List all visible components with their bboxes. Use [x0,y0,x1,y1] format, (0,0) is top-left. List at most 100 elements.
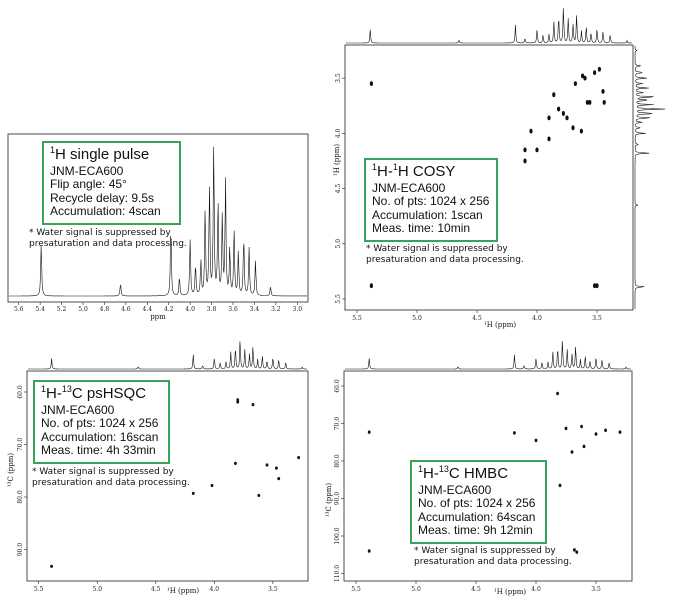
single-pulse-title: 1H single pulse [50,145,150,163]
hmbc-points: No. of pts: 1024 x 256 [418,496,536,511]
panel-single-pulse: 5.6 5.4 5.2 5.0 4.8 4.6 4.4 4.2 4.0 3.8 3.6 3.4 3.2 3… [7,133,309,321]
hsqc-title: 1H-13C psHSQC [41,384,147,402]
cosy-cross-peak [369,283,373,289]
hmbc-y-tick-label: 80.0 [334,454,341,468]
cosy-cross-peak [585,100,590,105]
hmbc-cross-peak [575,550,579,554]
single-pulse-tick-label: 5.0 [78,306,88,313]
cosy-y-tick-label: 4.0 [335,128,342,138]
cosy-x-ticks: 5.5 5.0 4.5 4.0 3.5 [352,310,602,322]
hsqc-x-tick-label: 5.5 [34,586,44,593]
single-pulse-tick-label: 5.2 [57,306,67,313]
cosy-info-box: 1H-1H COSY JNM-ECA600 No. of pts: 1024 x… [364,158,498,242]
hmbc-cross-peak [580,424,583,429]
hsqc-y-tick-label: 60.0 [17,385,24,399]
hsqc-cross-peak [251,403,255,407]
single-pulse-tick-label: 4.2 [164,306,174,313]
single-pulse-recycle-delay: Recycle delay: 9.5s [50,190,155,205]
single-pulse-tick-label: 3.2 [271,306,281,313]
hmbc-cross-peak [367,549,371,553]
cosy-cross-peak [602,100,606,105]
cosy-x-tick-label: 4.5 [472,315,482,322]
single-pulse-plot-frame [7,133,309,303]
hsqc-note: * Water signal is suppressed by presatur… [32,467,190,489]
cosy-x-tick-label: 5.0 [412,315,422,322]
single-pulse-tick-label: 3.6 [228,306,238,313]
hmbc-cross-peak [534,438,538,443]
cosy-title: 1H-1H COSY [372,162,456,180]
cosy-y-ticks: 3.5 4.0 4.5 5.0 5.5 [335,73,345,304]
single-pulse-tick-label: 4.8 [100,306,110,313]
hsqc-cross-peak [297,456,301,460]
panel-hmbc: 5.5 5.0 4.5 4.0 3.5 60.0 70.0 80.0 90.0 100.0 110… [325,341,633,596]
cosy-cross-peak [369,81,373,87]
hsqc-y-tick-label: 90.0 [17,543,24,557]
hmbc-cross-peak [564,426,568,431]
cosy-x-label: ¹H (ppm) [484,321,516,329]
single-pulse-tick-label: 5.4 [35,306,45,313]
hmbc-cross-peak [367,430,371,434]
hmbc-x-tick-label: 4.0 [531,586,541,593]
hsqc-x-tick-label: 3.5 [268,586,278,593]
cosy-cross-peak [601,88,605,94]
hmbc-y-tick-label: 90.0 [334,492,341,506]
hsqc-y-ticks: 60.0 70.0 80.0 90.0 [17,385,27,556]
cosy-cross-peak [552,92,556,98]
hsqc-cross-peak [265,463,269,467]
cosy-cross-peak [557,106,561,112]
hmbc-x-tick-label: 5.5 [351,586,361,593]
cosy-plot-frame [344,44,634,311]
single-pulse-x-label: ppm [150,313,166,321]
hmbc-x-ticks: 5.5 5.0 4.5 4.0 3.5 [351,581,601,593]
hsqc-accumulation: Accumulation: 16scan [41,429,159,444]
cosy-y-tick-label: 3.5 [335,73,342,83]
cosy-top-projection [346,8,632,44]
cosy-cross-peak [597,66,602,72]
hmbc-y-tick-label: 60.0 [334,379,341,393]
hsqc-cross-peak [277,477,281,481]
hmbc-x-tick-label: 5.0 [411,586,421,593]
cosy-cross-peak [565,115,569,121]
cosy-points: No. of pts: 1024 x 256 [372,194,490,209]
hmbc-plot-frame [343,370,633,582]
hmbc-y-ticks: 60.0 70.0 80.0 90.0 100.0 110.0 [334,379,344,582]
cosy-cross-peak [535,147,539,153]
cosy-cross-peak [523,147,527,153]
hsqc-x-label: ¹H (ppm) [167,587,199,595]
cosy-cross-peak [547,115,551,121]
hsqc-cross-peak [210,483,214,488]
single-pulse-instrument: JNM-ECA600 [50,163,124,178]
hsqc-meas-time: Meas. time: 4h 33min [41,443,156,458]
hmbc-cross-peak [573,548,576,552]
cosy-cross-peak [529,128,533,134]
hsqc-cross-peak [50,564,53,568]
hmbc-y-tick-label: 110.0 [334,565,341,582]
hmbc-instrument: JNM-ECA600 [418,482,492,497]
cosy-x-tick-label: 3.5 [592,315,602,322]
hsqc-plot-frame [26,370,309,582]
cosy-accumulation: Accumulation: 1scan [372,207,483,222]
cosy-cross-peak [588,100,592,105]
hsqc-cross-peak [191,491,195,495]
cosy-cross-peak [561,111,566,116]
single-pulse-x-ticks: 5.6 5.4 5.2 5.0 4.8 4.6 4.4 4.2 4.0 3.8 3.6 3.4 3.2 3… [14,302,302,313]
single-pulse-info-box: 1H single pulse JNM-ECA600 Flip angle: 4… [42,141,181,225]
hsqc-top-projection [28,341,307,370]
hmbc-y-label: ¹³C (ppm) [325,483,333,518]
single-pulse-tick-label: 3.4 [250,306,260,313]
cosy-x-tick-label: 5.5 [352,315,362,322]
hsqc-y-tick-label: 70.0 [17,438,24,452]
hmbc-cross-peak [558,483,562,488]
panel-cosy: 5.5 5.0 4.5 4.0 3.5 3.5 4.0 4.5 5.0 5.5 ¹H (ppm)… [333,8,666,329]
hsqc-x-tick-label: 4.0 [210,586,220,593]
cosy-cross-peak [593,70,597,76]
hsqc-y-label: ¹³C (ppm) [7,453,15,488]
cosy-y-label: ¹H (ppm) [333,144,341,176]
hmbc-y-tick-label: 70.0 [334,417,341,431]
single-pulse-accumulation: Accumulation: 4scan [50,204,161,219]
hmbc-meas-time: Meas. time: 9h 12min [418,523,533,538]
single-pulse-tick-label: 3.8 [207,306,217,313]
cosy-cross-peak [573,81,578,87]
hsqc-x-tick-label: 4.5 [151,586,161,593]
